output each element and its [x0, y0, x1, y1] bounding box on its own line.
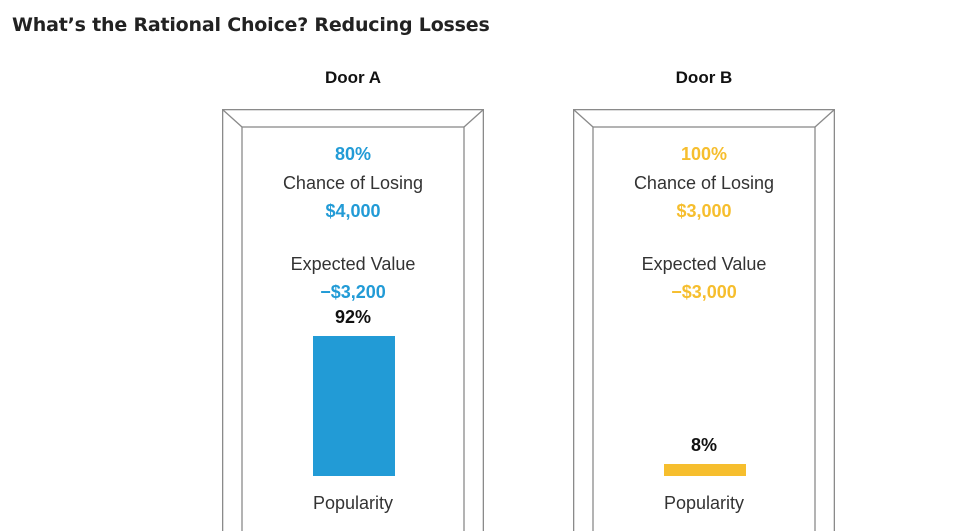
chart-title: What’s the Rational Choice? Reducing Los… — [12, 14, 490, 36]
door-a-chance-label: Chance of Losing — [282, 173, 424, 193]
door-b-ev-amount: −$3,000 — [671, 282, 737, 302]
door-a-popularity-value: 92% — [334, 307, 372, 327]
door-a-ev-amount: −$3,200 — [320, 282, 386, 302]
door-a-popularity-caption: Popularity — [312, 493, 394, 513]
door-b-frame: 100% Chance of Losing $3,000 Expected Va… — [573, 109, 835, 531]
door-a-amount: $4,000 — [325, 201, 381, 221]
door-b-popularity-value: 8% — [690, 434, 717, 455]
door-b-label: Door B — [675, 68, 733, 87]
door-b-ev-label: Expected Value — [641, 254, 767, 274]
door-b-chance-label: Chance of Losing — [633, 173, 775, 193]
door-a-frame-outline — [222, 109, 484, 531]
door-b-popularity-bar — [664, 463, 746, 476]
door-a-frame: 80% Chance of Losing $4,000 Expected Val… — [222, 109, 484, 531]
door-b-amount: $3,000 — [676, 201, 732, 221]
door-b-popularity-caption: Popularity — [663, 493, 745, 513]
door-a-chance-percent: 80% — [334, 144, 372, 164]
door-b-frame-outline — [573, 109, 835, 531]
door-a-ev-label: Expected Value — [290, 254, 416, 274]
door-a-popularity-bar — [313, 336, 395, 476]
door-a-label: Door A — [324, 68, 382, 87]
door-b-chance-percent: 100% — [680, 144, 728, 164]
